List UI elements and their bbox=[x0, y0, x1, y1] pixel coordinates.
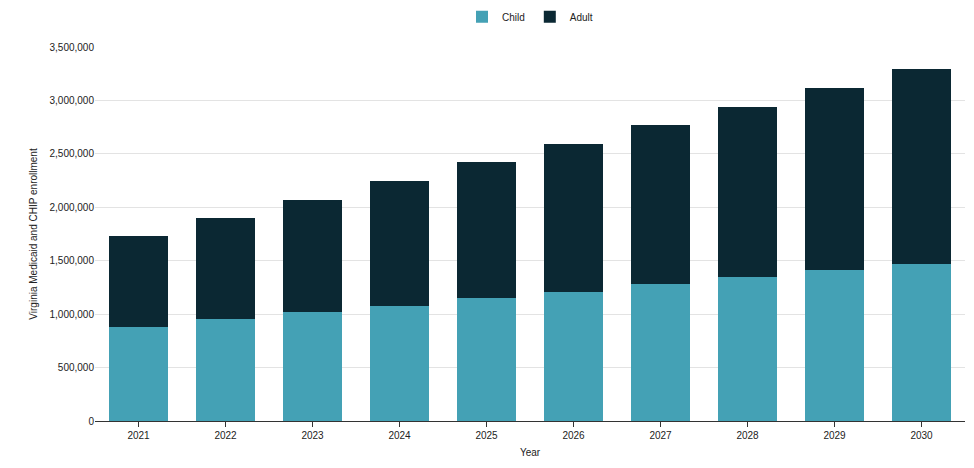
svg-text:2026: 2026 bbox=[562, 430, 585, 441]
svg-text:2030: 2030 bbox=[910, 430, 933, 441]
svg-text:1,500,000: 1,500,000 bbox=[50, 255, 95, 266]
svg-text:3,500,000: 3,500,000 bbox=[50, 42, 95, 53]
svg-text:Adult: Adult bbox=[570, 12, 593, 23]
svg-text:2028: 2028 bbox=[736, 430, 759, 441]
svg-text:2024: 2024 bbox=[388, 430, 411, 441]
svg-text:2,500,000: 2,500,000 bbox=[50, 148, 95, 159]
svg-text:3,000,000: 3,000,000 bbox=[50, 95, 95, 106]
svg-text:Virginia Medicaid and CHIP enr: Virginia Medicaid and CHIP enrollment bbox=[28, 148, 39, 320]
svg-text:2021: 2021 bbox=[127, 430, 150, 441]
svg-text:Year: Year bbox=[520, 447, 541, 458]
svg-text:Child: Child bbox=[502, 12, 525, 23]
svg-text:0: 0 bbox=[88, 416, 94, 427]
svg-text:2,000,000: 2,000,000 bbox=[50, 202, 95, 213]
svg-text:1,000,000: 1,000,000 bbox=[50, 309, 95, 320]
svg-text:2029: 2029 bbox=[823, 430, 846, 441]
svg-text:2027: 2027 bbox=[649, 430, 672, 441]
svg-text:2023: 2023 bbox=[301, 430, 324, 441]
svg-text:500,000: 500,000 bbox=[58, 362, 95, 373]
svg-text:2025: 2025 bbox=[475, 430, 498, 441]
svg-text:2022: 2022 bbox=[214, 430, 237, 441]
